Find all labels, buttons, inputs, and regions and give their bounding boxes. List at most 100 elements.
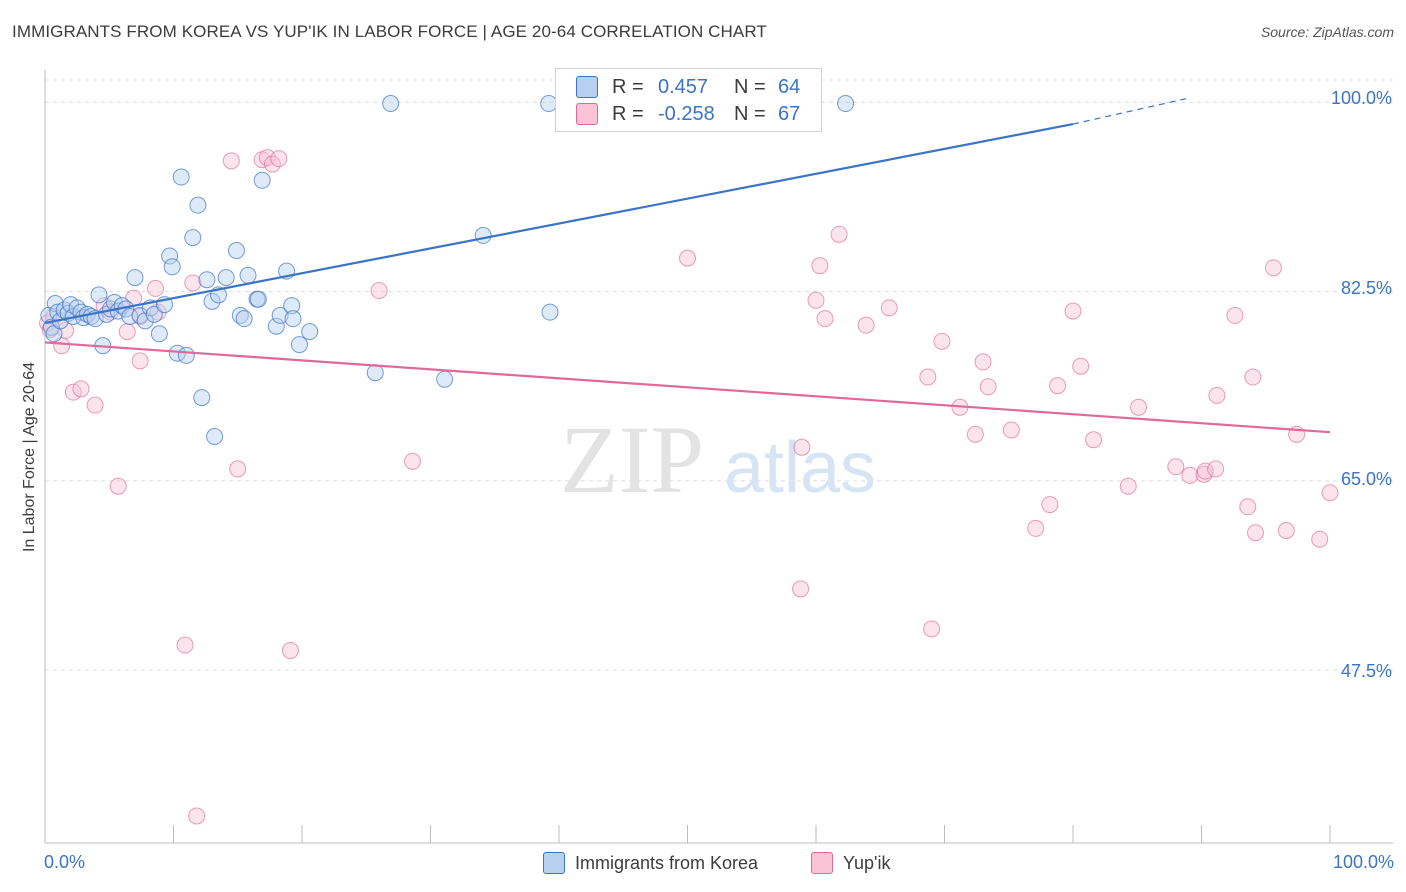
chart-title: IMMIGRANTS FROM KOREA VS YUP'IK IN LABOR… [12,22,767,41]
point-korea [249,290,267,308]
point-yupik [188,807,206,825]
point-yupik [1181,466,1199,484]
point-yupik [86,396,104,414]
point-yupik [857,316,875,334]
point-korea [253,171,271,189]
axes [44,70,1393,844]
point-yupik [118,323,136,341]
point-korea [198,271,216,289]
bottom-legend-korea: Immigrants from Korea [543,852,758,874]
legend-r-value-korea: 0.457 [658,75,709,98]
point-yupik [923,620,941,638]
legend-r-label: R = [612,75,644,98]
point-yupik [830,225,848,243]
point-korea [235,310,253,328]
series-yupik-points [39,149,1339,825]
point-yupik [1311,530,1329,548]
point-yupik [1027,519,1045,537]
point-yupik [184,274,202,292]
point-yupik [281,642,299,660]
point-korea [172,168,190,186]
bottom-legend-swatch-yupik [811,852,833,874]
bottom-legend-yupik: Yup'ik [811,852,890,874]
point-korea [136,312,154,330]
point-yupik [109,477,127,495]
point-yupik [1002,421,1020,439]
x-tick-label-max: 100.0% [1332,852,1394,872]
point-yupik [793,438,811,456]
point-yupik [919,368,937,386]
watermark-atlas: atlas [724,428,876,508]
point-korea [271,306,289,324]
legend-box: R = 0.457 N = 64 R = -0.258 N = 67 [555,68,822,132]
y-tick-label: 100.0% [1330,88,1392,108]
series-korea-points [40,95,855,445]
point-yupik [1246,524,1264,542]
legend-row-yupik: R = -0.258 N = 67 [576,100,800,128]
point-yupik [131,352,149,370]
point-yupik [1207,460,1225,478]
bottom-legend-label-korea: Immigrants from Korea [575,852,759,873]
watermark-zip: ZIP [560,406,704,513]
legend-r-value-yupik: -0.258 [658,102,715,125]
point-yupik [933,332,951,350]
point-korea [145,305,163,323]
point-korea [284,310,302,328]
point-korea [150,325,168,343]
point-yupik [1130,398,1148,416]
point-korea [184,229,202,247]
legend-r-label: R = [612,102,644,125]
point-yupik [811,257,829,275]
point-korea [161,247,179,265]
point-yupik [880,299,898,317]
point-korea [163,258,181,276]
point-korea [283,297,301,315]
point-yupik [222,152,240,170]
trend-line-yupik [44,341,1331,434]
trend-lines [44,97,1331,434]
legend-n-value-korea: 64 [778,75,801,98]
source-label: Source: ZipAtlas.com [1260,24,1394,40]
point-yupik [1196,462,1214,480]
legend-n-label: N = [734,102,766,125]
y-tick-label: 47.5% [1340,661,1392,681]
point-korea [227,242,245,260]
point-korea [193,389,211,407]
point-yupik [679,249,696,267]
point-korea [837,95,855,113]
point-yupik [229,460,247,478]
point-yupik [807,291,825,309]
point-korea [239,266,257,284]
point-yupik [792,580,810,598]
point-yupik [1064,302,1082,320]
point-yupik [1208,386,1226,404]
point-korea [382,95,400,113]
point-yupik [816,310,834,328]
point-yupik [1119,477,1137,495]
point-yupik [1277,522,1295,540]
point-yupik [370,282,388,300]
point-yupik [147,279,165,297]
point-yupik [404,452,422,470]
point-korea [290,336,308,354]
bottom-legend-label-yupik: Yup'ik [843,852,891,873]
point-korea [206,427,224,445]
point-korea [90,286,108,304]
legend-n-label: N = [734,75,766,98]
x-tick-label-min: 0.0% [44,852,86,872]
point-yupik [1321,484,1339,502]
point-yupik [966,425,984,443]
legend-swatch-korea [576,76,598,98]
point-korea [126,269,144,287]
point-korea [189,196,207,214]
point-yupik [1264,259,1282,277]
point-yupik [1072,357,1090,375]
point-yupik [270,150,288,168]
point-yupik [72,380,90,398]
legend-swatch-yupik [576,103,598,125]
point-korea [267,317,285,335]
y-tick-label: 82.5% [1340,278,1392,298]
point-korea [217,269,235,287]
trend-line-korea-extension [1072,97,1189,125]
